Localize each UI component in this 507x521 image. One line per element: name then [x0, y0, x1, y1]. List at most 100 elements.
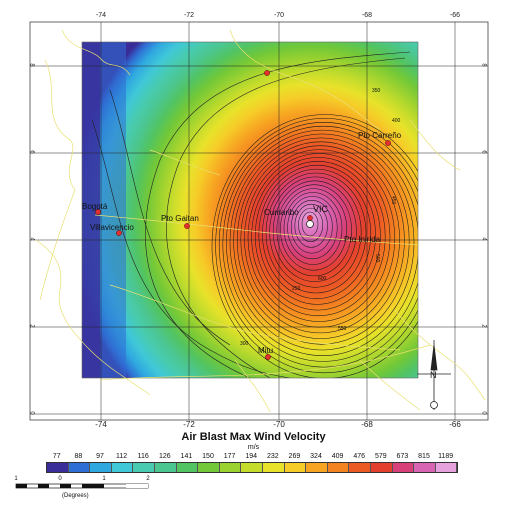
city-markers — [95, 70, 391, 360]
legend-value: 232 — [266, 453, 279, 460]
contour-label: 350 — [372, 88, 381, 94]
contour-line — [265, 172, 367, 294]
contour-line — [222, 125, 418, 362]
legend-value: 815 — [418, 453, 430, 460]
legend-value: 141 — [180, 453, 193, 460]
lon-tick-top: -66 — [449, 12, 461, 19]
legend-value: 77 — [52, 453, 61, 460]
scale-bar — [15, 483, 149, 489]
contour-label: 300 — [240, 341, 249, 347]
lon-tick-top: -70 — [273, 12, 285, 19]
scale-unit-label: (Degrees) — [62, 493, 89, 499]
legend-swatch — [349, 463, 371, 472]
city-label-pto-inirida: Pto Inirida — [344, 235, 381, 244]
city-marker-mitu — [265, 354, 271, 360]
lon-tick-top: -74 — [95, 12, 107, 19]
contour-label: 550 — [338, 326, 347, 332]
lat-tick-left: 0 — [28, 411, 35, 415]
contour-line — [294, 203, 328, 248]
city-marker-bogota — [95, 209, 101, 215]
contour-line — [301, 211, 319, 237]
legend-value: 116 — [137, 453, 149, 460]
graticule — [30, 22, 488, 420]
lat-tick-right: 8 — [480, 63, 487, 67]
city-marker-villavicencio — [116, 230, 122, 236]
legend-swatch — [284, 463, 307, 472]
contour-line — [258, 164, 376, 305]
contour-line — [229, 133, 415, 351]
legend-value: 126 — [158, 453, 171, 460]
legend-value: 194 — [245, 453, 258, 460]
lat-tick-right: 2 — [480, 324, 487, 328]
legend-swatch — [370, 463, 393, 472]
city-label-pto-gaitan: Pto Gaitan — [161, 214, 199, 223]
contour-line — [240, 145, 400, 334]
wind-field — [82, 42, 418, 378]
city-marker-pto-carreno — [385, 140, 391, 146]
rivers — [35, 29, 486, 413]
contour-label: 450 — [390, 196, 396, 205]
contour-line — [287, 196, 338, 260]
legend-swatch — [327, 463, 350, 472]
legend-value: 673 — [396, 453, 409, 460]
contour-label: 500 — [374, 254, 380, 263]
city-label-mitu: Mitu — [258, 346, 274, 355]
legend-swatch — [241, 463, 263, 472]
lon-tick-bottom: -74 — [95, 420, 107, 429]
city-marker-cumaribo — [307, 215, 313, 221]
north-arrow-icon — [417, 340, 451, 410]
legend-swatch — [176, 463, 199, 472]
legend-value: 324 — [310, 453, 322, 460]
city-label-cumaribo: Cumaribo — [264, 208, 299, 217]
contour-line — [272, 180, 357, 282]
legend-swatch — [435, 463, 458, 472]
legend-swatch — [90, 463, 112, 472]
legend-value: 269 — [288, 453, 301, 460]
city-label-bogota: Bogotá — [82, 202, 108, 211]
contour-line — [276, 184, 352, 277]
legend-value: 88 — [74, 453, 83, 460]
lon-tick-bottom: -70 — [273, 420, 285, 429]
legend-labels: 77 88 97 112 116 126 141 150 177 194 232 269 324 409 4… — [46, 453, 466, 463]
lat-tick-right: 6 — [480, 150, 487, 154]
north-label: N — [430, 370, 437, 380]
city-label-vic: VIC — [313, 204, 329, 214]
legend-value: 177 — [223, 453, 236, 460]
scale-label: 0 — [58, 476, 62, 482]
lat-tick-left: 4 — [28, 237, 35, 241]
contour-line — [283, 192, 343, 265]
contour-line — [233, 137, 410, 345]
legend-value: 476 — [353, 453, 366, 460]
contour-line — [226, 129, 418, 356]
lon-tick-bottom: -66 — [449, 420, 461, 429]
legend-swatch — [392, 463, 415, 472]
map-title: Air Blast Max Wind Velocity — [181, 431, 326, 443]
legend-value: 150 — [202, 453, 214, 460]
contour-line — [280, 188, 348, 271]
scale-label: 1 — [102, 476, 106, 482]
contour-line — [290, 200, 333, 254]
legend-swatch — [198, 463, 220, 472]
contour-label: 400 — [392, 118, 401, 124]
contour-line — [247, 153, 391, 322]
scale-label: 1 — [14, 476, 18, 482]
legend-value: 112 — [116, 453, 128, 460]
legend-swatch — [68, 463, 91, 472]
contour-line — [262, 168, 372, 299]
legend-value: 409 — [331, 453, 344, 460]
legend-value: 1189 — [438, 453, 454, 460]
contour-line — [251, 157, 386, 317]
legend-swatch — [154, 463, 177, 472]
lat-tick-left: 2 — [28, 324, 35, 328]
legend-swatch — [111, 463, 134, 472]
legend-swatch — [133, 463, 155, 472]
lat-tick-right: 0 — [480, 411, 487, 415]
map-frame — [29, 21, 489, 421]
lat-tick-right: 4 — [480, 237, 487, 241]
contour-line — [298, 207, 324, 242]
contour-line — [215, 118, 418, 374]
legend-swatch — [47, 463, 69, 472]
contour-labels: 350 400 450 500 550 600 300 250 — [240, 88, 401, 347]
lon-tick-top: -72 — [183, 12, 195, 19]
